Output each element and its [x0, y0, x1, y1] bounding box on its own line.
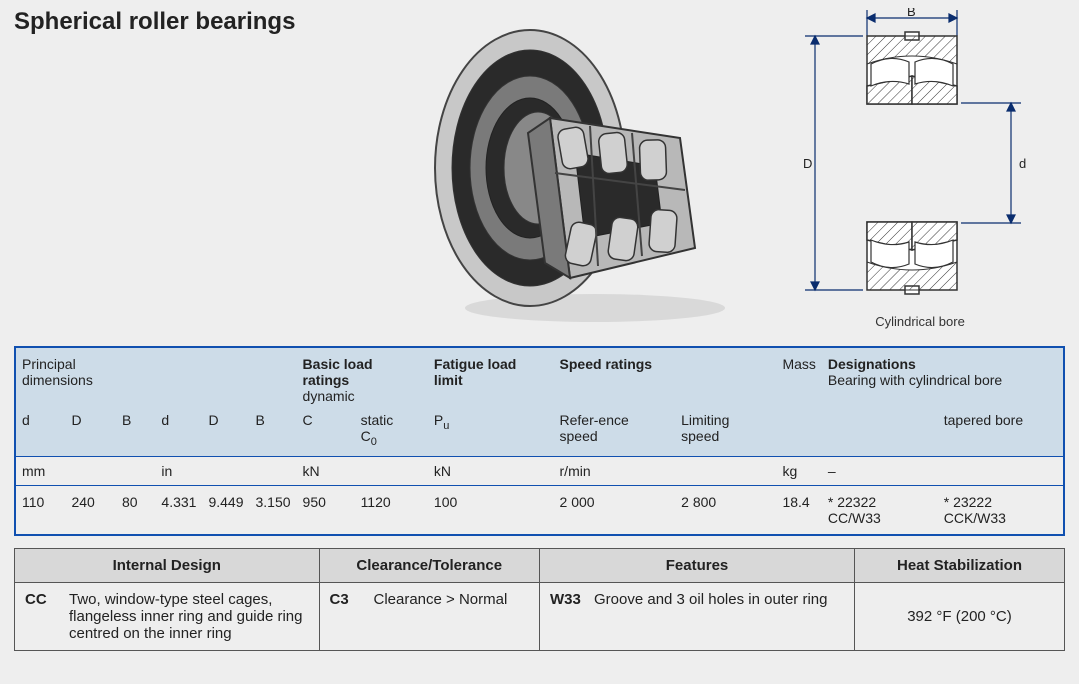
hdr-heat: Heat Stabilization: [855, 548, 1065, 582]
hdr-features: Features: [540, 548, 855, 582]
bearing-illustration: [394, 8, 775, 338]
cell-features: W33 Groove and 3 oil holes in outer ring: [540, 582, 855, 650]
cell-internal: CC Two, window-type steel cages, flangel…: [15, 582, 320, 650]
col-fatigue: Fatigue load limit: [434, 356, 516, 388]
col-principal: Principal dimensions: [15, 347, 155, 408]
col-speed: Speed ratings: [560, 356, 653, 372]
page-title: Spherical roller bearings: [14, 8, 394, 36]
col-basic-load: Basic load ratings: [303, 356, 373, 388]
col-mass: Mass: [776, 347, 821, 408]
hdr-clearance: Clearance/Tolerance: [319, 548, 540, 582]
col-desig: Designations: [828, 356, 916, 372]
schematic-caption: Cylindrical bore: [875, 314, 965, 329]
dim-label-b: B: [907, 8, 916, 19]
cell-heat: 392 °F (200 °C): [855, 582, 1065, 650]
spec-table: Principal dimensions Basic load ratings …: [14, 346, 1065, 536]
dimension-schematic: B D d: [785, 8, 1055, 308]
dim-label-d: d: [1019, 156, 1026, 171]
table-row: 110 240 80 4.331 9.449 3.150 950 1120 10…: [15, 485, 1064, 535]
description-table: Internal Design Clearance/Tolerance Feat…: [14, 548, 1065, 651]
dim-label-D: D: [803, 156, 812, 171]
hdr-internal: Internal Design: [15, 548, 320, 582]
cell-clearance: C3 Clearance > Normal: [319, 582, 540, 650]
